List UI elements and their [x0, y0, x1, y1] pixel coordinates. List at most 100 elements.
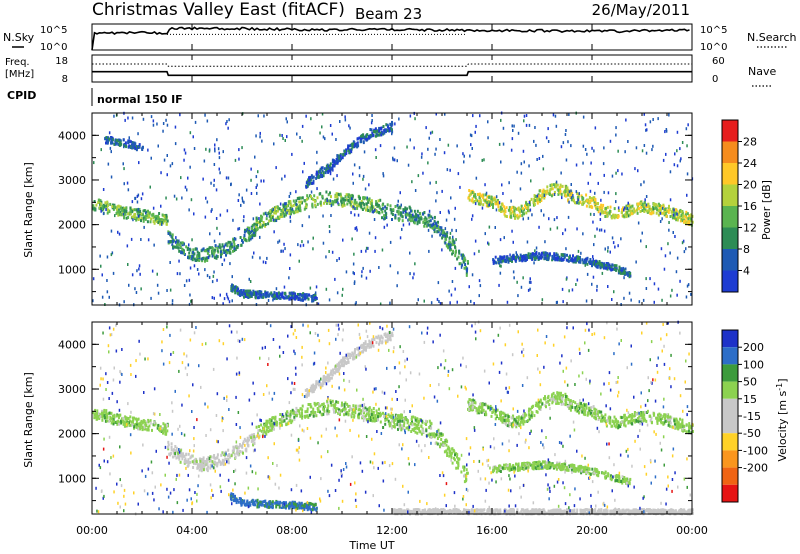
power-data-cell — [634, 167, 636, 171]
power-data-cell — [268, 294, 271, 298]
power-data-cell — [296, 210, 299, 214]
power-data-cell — [111, 251, 114, 255]
power-data-cell — [473, 252, 476, 256]
power-data-cell — [136, 212, 139, 216]
power-data-cell — [396, 159, 398, 163]
power-data-cell — [373, 218, 376, 221]
velocity-data-cell — [182, 452, 185, 456]
velocity-data-cell — [104, 419, 107, 423]
velocity-data-cell — [317, 408, 320, 412]
power-data-cell — [149, 220, 152, 224]
power-data-cell — [183, 148, 186, 152]
velocity-data-cell — [426, 433, 429, 437]
power-data-cell — [306, 194, 309, 198]
power-data-cell — [599, 212, 602, 216]
power-data-cell — [292, 292, 295, 296]
power-data-cell — [404, 208, 407, 212]
power-data-cell — [239, 289, 242, 293]
power-data-cell — [495, 195, 498, 199]
power-data-cell — [339, 154, 342, 158]
power-data-cell — [511, 124, 513, 128]
power-data-cell — [336, 291, 339, 295]
power-data-cell — [129, 210, 132, 214]
power-data-cell — [474, 202, 477, 206]
velocity-data-cell — [414, 418, 417, 422]
velocity-data-cell — [270, 426, 273, 430]
power-data-cell — [281, 177, 283, 181]
power-data-cell — [369, 201, 372, 205]
power-data-cell — [406, 145, 408, 149]
power-data-cell — [299, 292, 301, 296]
power-colorbar-label: Power [dB] — [760, 180, 773, 240]
power-data-cell — [535, 143, 537, 147]
power-data-cell — [685, 247, 687, 251]
power-data-cell — [233, 286, 236, 290]
power-data-cell — [193, 264, 196, 268]
power-data-cell — [132, 215, 135, 219]
velocity-data-cell — [315, 414, 318, 418]
power-data-cell — [609, 266, 612, 270]
power-data-cell — [375, 132, 378, 136]
power-data-cell — [659, 208, 662, 212]
power-data-cell — [592, 258, 594, 261]
power-data-cell — [586, 199, 589, 203]
velocity-data-cell — [281, 417, 284, 421]
velocity-data-cell — [270, 419, 273, 422]
power-data-cell — [580, 194, 583, 198]
power-data-cell — [499, 255, 502, 259]
power-data-cell — [526, 240, 529, 244]
power-data-cell — [448, 240, 451, 244]
power-data-cell — [554, 185, 557, 189]
power-data-cell — [417, 298, 419, 302]
velocity-data-cell — [246, 441, 249, 445]
power-data-cell — [324, 137, 326, 141]
power-data-cell — [427, 147, 429, 151]
power-data-cell — [243, 230, 246, 234]
power-data-cell — [679, 147, 681, 151]
power-data-cell — [297, 293, 300, 296]
velocity-data-cell — [203, 461, 206, 465]
freq-label-line2: [MHz] — [5, 69, 34, 80]
power-data-cell — [215, 256, 218, 260]
power-data-cell — [667, 207, 670, 210]
velocity-data-cell — [391, 334, 394, 338]
power-data-cell — [103, 204, 106, 208]
velocity-data-cell — [94, 414, 97, 418]
power-data-cell — [311, 202, 314, 206]
velocity-data-cell — [371, 338, 374, 342]
power-data-cell — [184, 151, 187, 155]
power-data-cell — [429, 181, 431, 185]
velocity-data-cell — [192, 466, 195, 469]
power-data-cell — [640, 239, 642, 243]
power-data-cell — [289, 267, 291, 270]
power-data-cell — [250, 192, 253, 195]
power-data-cell — [409, 272, 411, 276]
power-data-cell — [116, 139, 119, 142]
velocity-data-cell — [530, 415, 533, 419]
power-data-cell — [156, 216, 159, 220]
velocity-data-cell — [193, 461, 195, 465]
power-data-cell — [622, 214, 625, 218]
power-data-cell — [363, 206, 366, 210]
power-data-cell — [684, 215, 687, 219]
power-data-cell — [370, 121, 373, 125]
power-data-cell — [681, 219, 684, 223]
power-data-cell — [446, 234, 448, 238]
power-data-cell — [349, 148, 352, 152]
power-data-cell — [565, 184, 568, 188]
power-data-cell — [391, 122, 394, 126]
power-data-cell — [207, 255, 210, 259]
power-data-cell — [203, 249, 206, 253]
power-data-cell — [490, 195, 493, 199]
velocity-data-cell — [373, 338, 376, 341]
power-data-cell — [405, 213, 408, 217]
power-data-cell — [480, 194, 483, 198]
velocity-data-cell — [385, 417, 388, 421]
power-data-cell — [353, 141, 356, 145]
power-data-cell — [229, 247, 232, 251]
power-data-cell — [512, 270, 515, 274]
power-data-cell — [676, 212, 678, 216]
power-data-cell — [102, 188, 105, 191]
velocity-data-cell — [341, 403, 344, 407]
power-data-cell — [559, 183, 562, 187]
